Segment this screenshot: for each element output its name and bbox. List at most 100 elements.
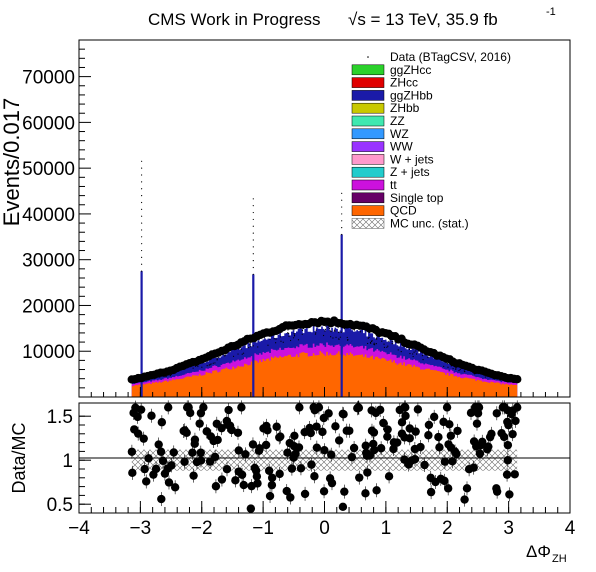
data-dot bbox=[369, 341, 372, 344]
data-dot bbox=[413, 348, 415, 350]
data-dot bbox=[492, 377, 494, 379]
data-dot bbox=[387, 345, 389, 347]
data-dot bbox=[135, 377, 137, 379]
data-dot bbox=[267, 344, 269, 346]
legend-swatch bbox=[351, 102, 385, 114]
data-dot bbox=[322, 334, 325, 337]
data-dot bbox=[191, 362, 193, 364]
data-dot bbox=[427, 350, 429, 352]
data-dot bbox=[332, 337, 334, 339]
data-dot bbox=[415, 353, 418, 355]
data-dot bbox=[146, 379, 148, 381]
data-dot bbox=[338, 338, 340, 340]
data-dot bbox=[280, 328, 282, 331]
data-dot bbox=[156, 375, 159, 377]
data-dot bbox=[225, 352, 227, 354]
data-dot bbox=[477, 369, 479, 371]
ratio-y-label: Data/MC bbox=[9, 422, 29, 493]
data-dot bbox=[480, 372, 483, 374]
legend-entry: MC unc. (stat.) bbox=[351, 216, 469, 230]
legend-marker bbox=[367, 56, 369, 58]
legend-swatch bbox=[351, 128, 385, 140]
data-dot bbox=[260, 333, 263, 336]
data-dot bbox=[347, 339, 349, 341]
legend-entry: tt bbox=[351, 178, 397, 192]
data-dot bbox=[368, 331, 371, 333]
legend: Data (BTagCSV, 2016)ggZHccZHccggZHbbZHbb… bbox=[351, 50, 511, 230]
ratio-y-axis: 0.5 1 1.5 bbox=[47, 407, 91, 516]
data-dot bbox=[394, 341, 396, 343]
data-dot bbox=[293, 335, 296, 337]
legend-label: Data (BTagCSV, 2016) bbox=[390, 50, 511, 64]
data-dot bbox=[515, 379, 518, 381]
legend-entry: ggZHbb bbox=[351, 88, 433, 102]
legend-entry: ZHbb bbox=[351, 101, 420, 115]
spike-data-0 bbox=[141, 160, 143, 272]
data-dot bbox=[400, 341, 402, 343]
legend-entry: Single top bbox=[351, 191, 444, 205]
data-dot bbox=[301, 333, 303, 335]
data-dot bbox=[248, 347, 250, 349]
data-dot bbox=[330, 336, 332, 338]
x-tick-label: 2 bbox=[442, 518, 453, 539]
data-dot bbox=[337, 326, 339, 329]
spike-data-1 bbox=[252, 198, 254, 275]
main-x-axis bbox=[78, 387, 571, 397]
data-dot bbox=[273, 338, 275, 340]
legend-label: ggZHcc bbox=[390, 63, 431, 77]
data-dot bbox=[210, 357, 212, 359]
data-dot bbox=[394, 337, 396, 339]
data-dot bbox=[136, 377, 138, 379]
data-dot bbox=[202, 361, 204, 363]
legend-entry: WZ bbox=[351, 127, 409, 141]
data-dot bbox=[301, 329, 304, 332]
data-dot bbox=[449, 359, 451, 362]
data-dot bbox=[168, 372, 170, 375]
data-dot bbox=[349, 326, 352, 329]
ratio-outlier bbox=[510, 470, 519, 479]
data-dot bbox=[446, 363, 448, 365]
x-axis-label: ΔΦ bbox=[526, 542, 551, 561]
x-tick-label: 0 bbox=[319, 518, 330, 539]
ratio-outlier bbox=[492, 484, 501, 493]
data-dot bbox=[202, 359, 204, 361]
data-dot bbox=[270, 332, 273, 334]
data-dot bbox=[391, 343, 393, 345]
data-dot bbox=[303, 327, 305, 330]
data-dot bbox=[367, 337, 369, 339]
data-dot bbox=[473, 373, 476, 375]
data-dot bbox=[325, 325, 327, 327]
data-dot bbox=[201, 362, 203, 364]
data-dot bbox=[147, 375, 149, 378]
data-dot bbox=[334, 330, 336, 332]
data-dot bbox=[134, 381, 137, 383]
data-dot bbox=[380, 333, 383, 335]
data-dot bbox=[417, 347, 419, 350]
data-dot bbox=[375, 343, 377, 345]
data-dot bbox=[443, 365, 445, 367]
data-dot bbox=[194, 365, 197, 367]
data-dot bbox=[375, 337, 378, 339]
data-dot bbox=[348, 324, 350, 326]
data-dot bbox=[242, 352, 245, 354]
data-dot bbox=[404, 345, 407, 347]
data-dot bbox=[367, 342, 369, 345]
legend-swatch bbox=[351, 141, 385, 152]
data-dot bbox=[324, 330, 326, 332]
data-dot bbox=[148, 378, 150, 380]
data-dot bbox=[386, 334, 388, 336]
data-dot bbox=[238, 348, 240, 350]
data-dot bbox=[301, 326, 303, 328]
data-dot bbox=[500, 375, 502, 377]
data-dot bbox=[159, 376, 161, 378]
data-dot bbox=[218, 356, 220, 358]
data-dot bbox=[408, 343, 410, 346]
data-dot bbox=[245, 342, 247, 345]
data-dot bbox=[172, 369, 175, 372]
y-tick-label: 30000 bbox=[22, 251, 75, 272]
energy-label: √s = 13 TeV, 35.9 fb bbox=[348, 10, 498, 29]
data-dot bbox=[249, 341, 252, 343]
ratio-outlier bbox=[130, 425, 139, 434]
data-dot bbox=[150, 374, 152, 376]
y-tick-label: 70000 bbox=[22, 68, 75, 89]
